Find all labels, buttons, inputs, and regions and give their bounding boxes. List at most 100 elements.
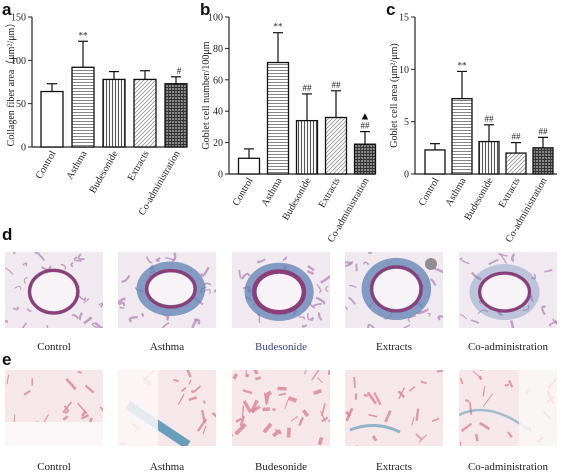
y-tick-label: 0: [404, 170, 409, 181]
y-axis-label: Collagen fiber area（μm²/μm）: [5, 18, 17, 147]
micrograph-e-extracts: [345, 370, 443, 446]
alveolar-wall: [71, 314, 80, 320]
bar-control: [40, 90, 64, 148]
epithelial-fold: [460, 422, 473, 432]
micrograph-d-extracts: [345, 252, 443, 328]
epithelial-fold: [284, 397, 290, 409]
epithelial-fold: [431, 417, 440, 423]
alveolar-wall: [548, 320, 557, 327]
epithelial-fold: [317, 377, 323, 384]
alveolar-wall: [306, 270, 315, 275]
epithelial-fold: [190, 389, 195, 394]
epithelial-fold: [84, 384, 95, 394]
epithelial-fold: [177, 393, 185, 405]
alveolar-wall: [317, 312, 323, 321]
epithelial-fold: [43, 414, 50, 423]
epithelial-fold: [384, 410, 392, 423]
y-tick-label: 80: [213, 44, 223, 55]
alveolar-wall: [100, 303, 103, 308]
airway-epithelium: [252, 269, 307, 315]
alveolar-wall: [470, 319, 480, 324]
alveolar-wall: [310, 317, 315, 322]
significance-mark: #: [177, 66, 182, 76]
alveolar-wall: [23, 277, 28, 285]
micrograph-d-budesonide: [232, 252, 330, 328]
micrograph-caption: Control: [37, 461, 71, 473]
alveolar-wall: [499, 253, 507, 264]
epithelial-fold: [77, 402, 88, 415]
alveolar-wall: [121, 274, 131, 283]
epithelial-fold: [478, 375, 483, 381]
alveolar-wall: [498, 253, 508, 257]
alveolar-wall: [83, 316, 93, 325]
alveolar-wall: [320, 275, 330, 284]
epithelial-fold: [235, 417, 243, 423]
alveolar-wall: [128, 316, 138, 323]
epithelial-fold: [479, 421, 491, 431]
airway-lumen: [373, 268, 420, 310]
alveolar-wall: [161, 322, 170, 328]
alveolar-wall: [77, 253, 85, 261]
category-label: Budesonide: [87, 149, 120, 196]
alveolar-wall: [118, 297, 126, 305]
micrograph-d-co-administration: [459, 252, 557, 328]
alveolar-wall: [402, 324, 411, 328]
alveolar-wall: [171, 252, 177, 262]
alveolar-wall: [60, 263, 67, 270]
micrograph-caption: Asthma: [149, 461, 185, 473]
y-tick-label: 20: [213, 138, 223, 149]
epithelial-fold: [290, 415, 299, 422]
bar-budesonide: [478, 140, 500, 175]
micrograph-caption: Extracts: [375, 341, 413, 353]
alveolar-wall: [531, 273, 537, 280]
epithelial-fold: [317, 436, 324, 446]
airway-lumen: [481, 275, 528, 310]
alveolar-wall: [345, 306, 349, 310]
y-tick-label: 0: [21, 143, 26, 154]
alveolar-wall: [5, 267, 14, 275]
alveolar-wall: [21, 322, 27, 328]
alveolar-wall: [315, 296, 326, 305]
category-label: Control: [417, 176, 442, 208]
y-tick-label: 15: [399, 13, 409, 24]
epithelial-fold: [327, 370, 330, 376]
epithelial-fold: [301, 409, 310, 418]
epithelial-fold: [278, 392, 287, 397]
bar-asthma: [71, 66, 95, 148]
bar-asthma: [266, 61, 290, 175]
vessel: [425, 258, 437, 270]
alveolar-wall: [200, 266, 210, 277]
bar-co-administration: [164, 83, 188, 148]
category-label: Asthma: [65, 149, 90, 182]
epithelial-fold: [459, 441, 462, 446]
alveolar-wall: [191, 318, 199, 328]
epithelial-fold: [415, 408, 420, 422]
alveolar-wall: [349, 284, 357, 289]
alveolar-wall: [238, 269, 243, 279]
alveolar-wall: [477, 309, 489, 315]
epithelial-fold: [420, 380, 427, 385]
epithelial-fold: [504, 383, 510, 387]
epithelial-fold: [197, 418, 208, 432]
alveolar-wall: [298, 316, 306, 320]
epithelial-fold: [415, 433, 423, 441]
significance-mark: ##: [361, 121, 371, 131]
section-lumen: [519, 370, 557, 446]
alveolar-wall: [145, 256, 153, 264]
bar-co-administration: [532, 147, 554, 175]
epithelial-fold: [482, 386, 486, 397]
epithelial-fold: [211, 411, 216, 418]
y-tick-label: 150: [11, 13, 26, 24]
alveolar-wall: [240, 272, 251, 280]
alveolar-wall: [541, 305, 546, 316]
alveolar-wall: [345, 260, 353, 268]
alveolar-wall: [83, 298, 90, 304]
alveolar-wall: [282, 256, 288, 262]
y-axis-label: Goblet cell number/100μm: [201, 41, 212, 149]
epithelial-fold: [298, 417, 304, 427]
category-label: Asthma: [444, 176, 469, 209]
epithelial-fold: [272, 407, 277, 412]
y-tick-label: 5: [404, 117, 409, 128]
epithelial-fold: [180, 386, 187, 392]
